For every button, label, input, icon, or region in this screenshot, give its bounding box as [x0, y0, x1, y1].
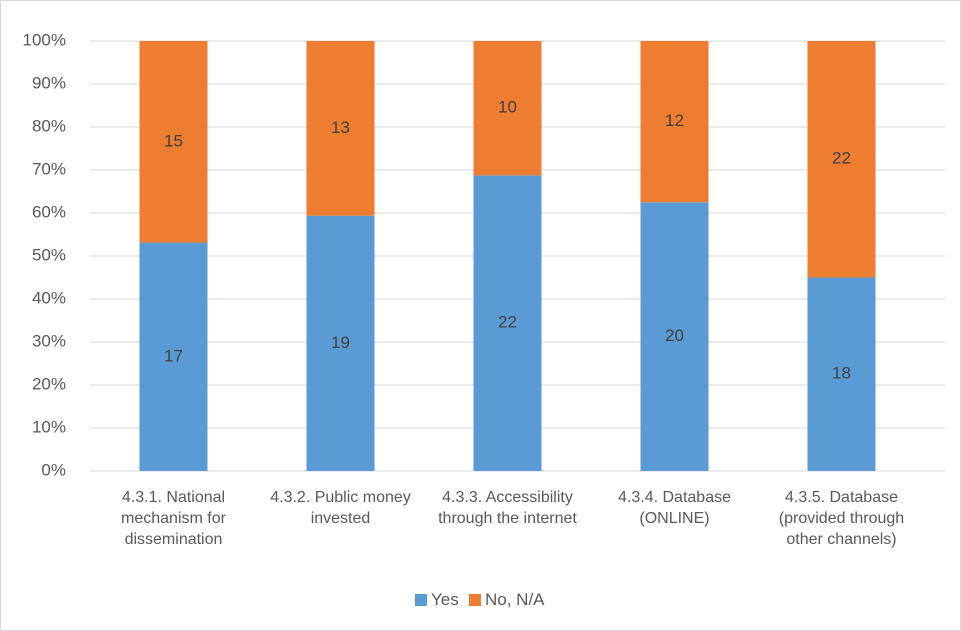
data-label: 18 [832, 364, 851, 383]
y-tick-label: 30% [32, 331, 66, 350]
y-tick-label: 40% [32, 288, 66, 307]
data-label: 17 [164, 346, 183, 365]
data-label: 12 [665, 111, 684, 130]
data-label: 22 [498, 313, 517, 332]
y-tick-label: 70% [32, 159, 66, 178]
bar-segment [306, 41, 375, 216]
bar-segment [640, 202, 709, 471]
bar-segment [640, 41, 709, 203]
y-tick-label: 10% [32, 417, 66, 436]
bar-segment [139, 242, 208, 471]
x-tick-label: 4.3.1. National mechanism for disseminat… [121, 489, 226, 548]
y-tick-label: 50% [32, 245, 66, 264]
bar-segment [473, 41, 542, 176]
x-tick-label: 4.3.2. Public money invested [270, 489, 411, 527]
y-tick-label: 20% [32, 374, 66, 393]
legend-label: Yes [431, 590, 459, 609]
y-tick-label: 80% [32, 116, 66, 135]
bar-segment [306, 215, 375, 471]
x-tick-label: 4.3.4. Database (ONLINE) [618, 489, 731, 527]
x-tick-label: 4.3.3. Accessibility through the interne… [438, 489, 577, 527]
legend-swatch [469, 594, 481, 606]
bar-segment [473, 175, 542, 471]
data-label: 20 [665, 326, 684, 345]
y-tick-label: 0% [41, 460, 66, 479]
data-label: 22 [832, 149, 851, 168]
bar-segment [807, 277, 876, 471]
legend-label: No, N/A [485, 590, 545, 609]
y-tick-label: 60% [32, 202, 66, 221]
data-label: 10 [498, 98, 517, 117]
data-label: 15 [164, 131, 183, 150]
bar-segment [807, 41, 876, 278]
legend-item: Yes [415, 590, 459, 610]
x-tick-label: 4.3.5. Database (provided through other … [778, 489, 905, 548]
y-tick-label: 100% [23, 30, 66, 49]
legend-swatch [415, 594, 427, 606]
y-tick-label: 90% [32, 73, 66, 92]
bar-segment [139, 41, 208, 243]
data-label: 19 [331, 333, 350, 352]
legend-item: No, N/A [469, 590, 545, 610]
data-label: 13 [331, 118, 350, 137]
